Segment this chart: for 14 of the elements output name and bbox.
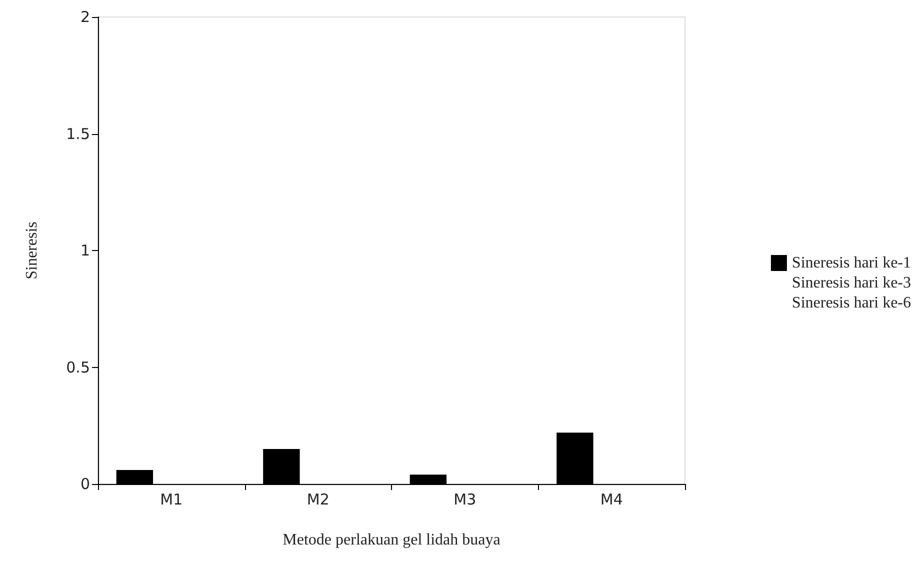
text: Sineresis hari ke-6 <box>792 294 911 312</box>
y-tick-label: 0 <box>80 475 90 493</box>
y-tick-label: 2 <box>80 8 90 26</box>
legend-label: Sineresis hari ke-1 <box>792 254 911 272</box>
y-tick-label: 1.5 <box>66 124 90 143</box>
x-tick-label: M1 <box>160 490 183 508</box>
y-tick-label: 1 <box>80 242 90 260</box>
y-tick-label: 0.5 <box>66 358 90 376</box>
text: Sineresis hari ke-3 <box>792 274 911 292</box>
x-tick-label: M3 <box>454 490 476 508</box>
x-tick-label: M4 <box>600 490 623 508</box>
y-axis-title: Sineresis <box>24 222 40 280</box>
x-tick-label: M2 <box>306 490 330 508</box>
x-axis-title: Metode perlakuan gel lidah buaya <box>282 532 500 548</box>
